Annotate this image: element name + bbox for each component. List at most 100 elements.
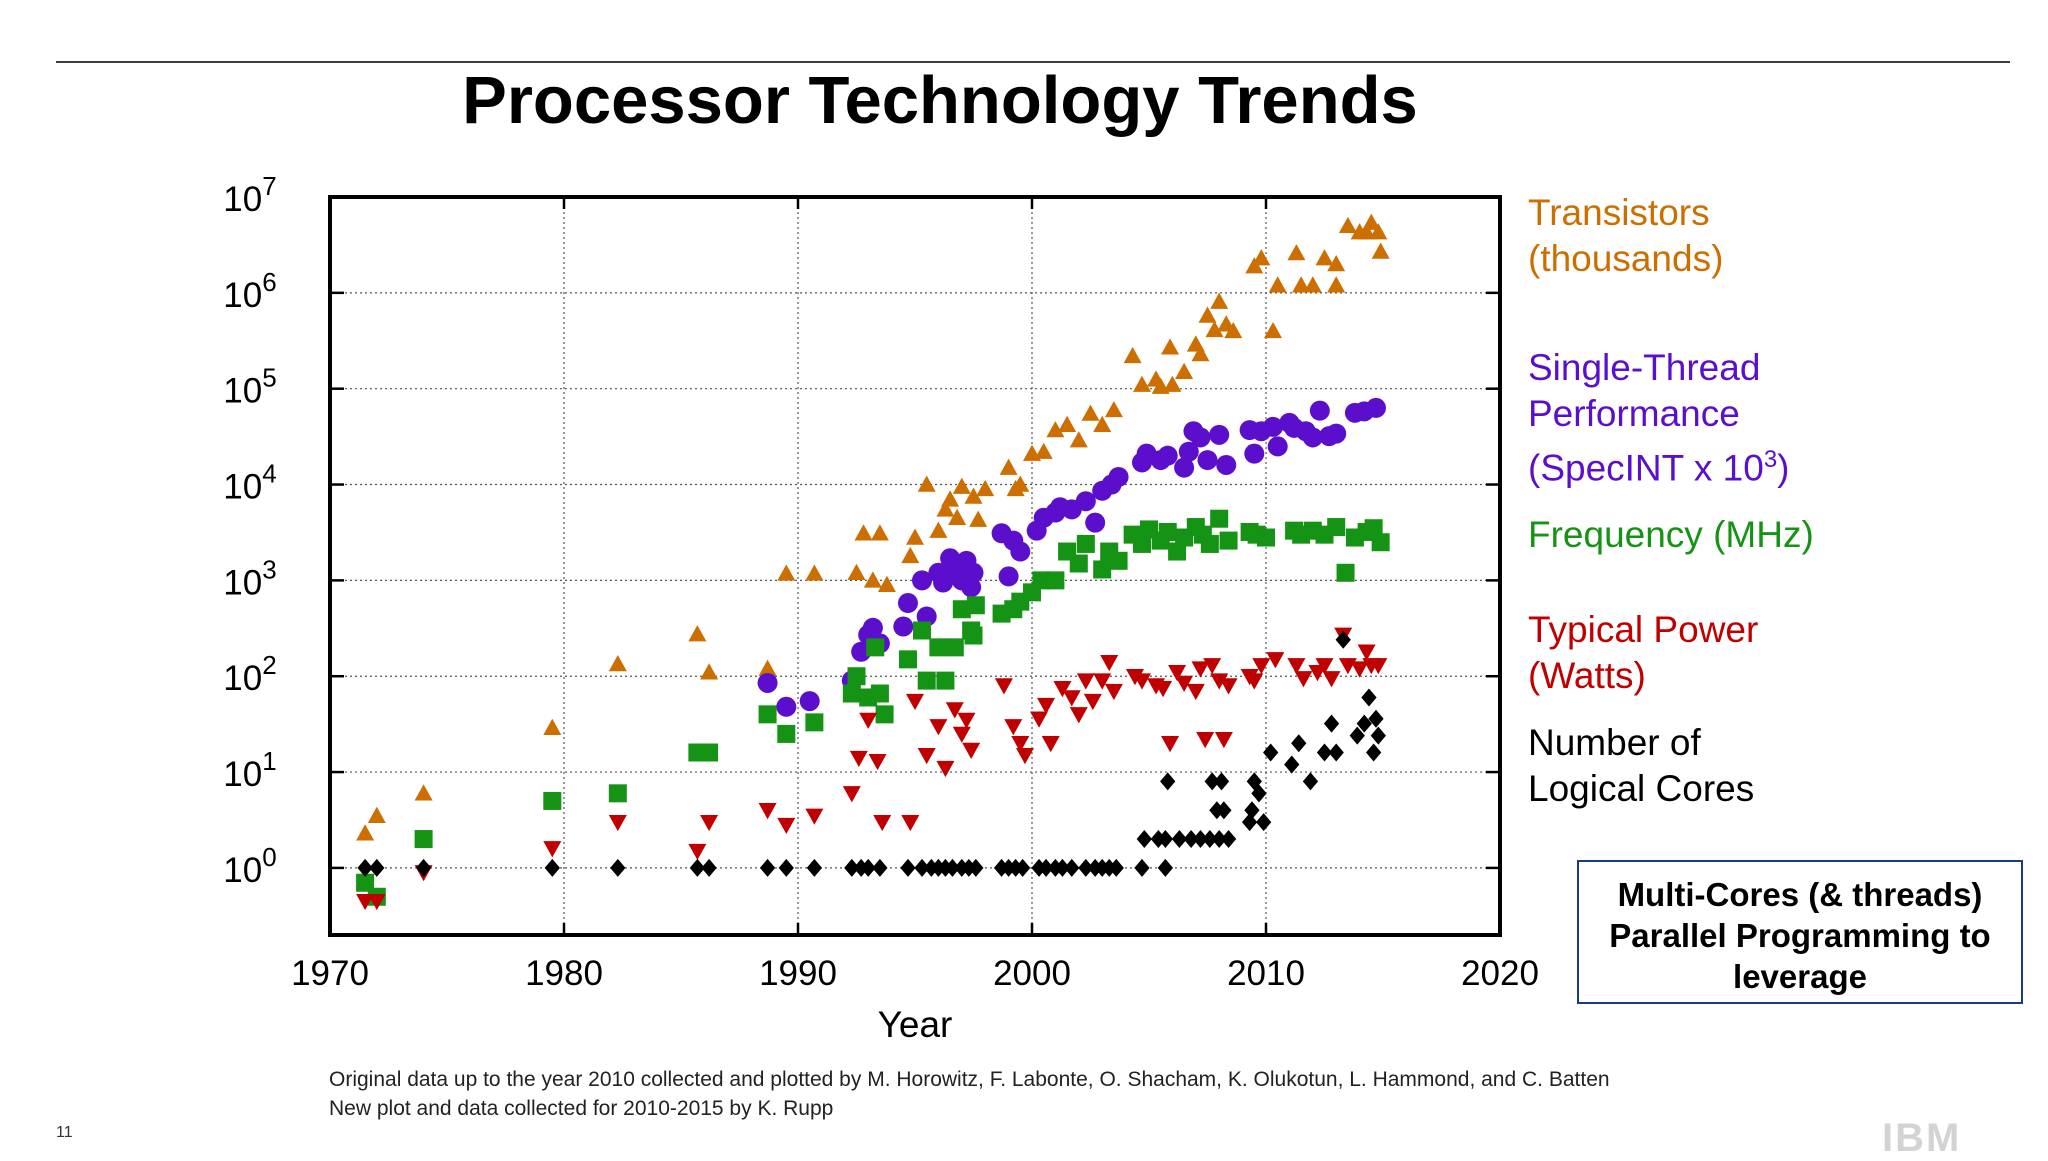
transistor-point <box>1191 345 1210 362</box>
power-point <box>994 678 1013 695</box>
cores-point <box>1370 726 1386 745</box>
credit-line-1: Original data up to the year 2010 collec… <box>329 1068 1610 1091</box>
cores-point <box>1108 858 1124 877</box>
single-thread-point <box>963 562 984 583</box>
transistor-point <box>1123 346 1142 364</box>
frequency-point <box>414 830 433 849</box>
power-point <box>1041 736 1060 753</box>
single-thread-point <box>1309 400 1330 421</box>
header-rule <box>56 61 2010 63</box>
transistor-point <box>758 659 777 676</box>
power-point <box>805 808 824 825</box>
frequency-point <box>805 713 824 732</box>
transistor-point <box>1369 223 1388 240</box>
points-layer <box>356 213 1390 911</box>
x-tick-label: 1980 <box>525 954 603 993</box>
page-number: 11 <box>56 1124 73 1141</box>
single-thread-point <box>998 566 1019 587</box>
y-tick-label: 107 <box>223 171 276 219</box>
frequency-point <box>543 791 562 810</box>
cores-point <box>914 858 930 877</box>
single-thread-point <box>799 691 820 712</box>
callout-line2: Parallel Programming to <box>1609 917 1991 954</box>
power-point <box>1245 673 1264 690</box>
cores-point <box>1216 801 1232 820</box>
transistor-point <box>1338 216 1357 234</box>
power-point <box>1196 732 1215 749</box>
legend-single-thread-line2: Performance <box>1528 393 1740 434</box>
cores-point <box>1335 630 1351 649</box>
single-thread-point <box>1263 416 1284 437</box>
cores-point <box>1368 709 1384 728</box>
power-point <box>1191 661 1210 678</box>
single-thread-point <box>1209 424 1230 445</box>
single-thread-point <box>1216 454 1237 475</box>
power-point <box>1104 683 1123 701</box>
power-point <box>1053 680 1072 698</box>
cores-point <box>369 858 385 877</box>
cores-point <box>1302 772 1319 791</box>
y-tick-label: 106 <box>223 267 276 315</box>
frequency-point <box>936 671 955 690</box>
transistor-point <box>777 564 796 581</box>
legend-single-thread-line3: (SpecINT x 103) <box>1528 437 1790 491</box>
x-tick-label: 2000 <box>993 954 1071 993</box>
plot-frame <box>328 195 1502 937</box>
power-point <box>1069 707 1088 724</box>
transistor-point <box>1287 244 1306 261</box>
cores-point <box>778 858 794 877</box>
transistor-point <box>1069 431 1088 448</box>
frequency-point <box>964 626 983 645</box>
cores-point <box>1365 743 1382 762</box>
cores-point <box>1078 858 1094 877</box>
multicore-callout-box: Multi-Cores (& threads) Parallel Program… <box>1577 860 2023 1004</box>
frequency-point <box>700 743 719 762</box>
transistor-point <box>1046 421 1065 438</box>
cores-point <box>872 858 888 877</box>
cores-point <box>944 858 961 877</box>
frequency-point <box>929 638 948 657</box>
transistor-point <box>1175 362 1194 380</box>
cores-point <box>1220 830 1237 849</box>
legend-frequency: Frequency (MHz) <box>1528 512 1814 558</box>
power-point <box>1062 690 1081 707</box>
power-point <box>1015 747 1034 765</box>
frequency-point <box>945 638 964 657</box>
y-tick-label: 105 <box>223 363 276 411</box>
transistor-point <box>1362 213 1381 230</box>
single-thread-point <box>776 696 797 717</box>
single-thread-point <box>862 617 883 638</box>
transistor-point <box>999 458 1018 475</box>
frequency-point <box>952 600 971 619</box>
power-point <box>1266 652 1285 669</box>
y-tick-label: 102 <box>223 650 276 698</box>
transistor-point <box>1104 400 1123 418</box>
power-point <box>1154 680 1173 698</box>
transistor-point <box>1163 375 1182 392</box>
single-thread-series <box>757 397 1386 717</box>
power-point <box>608 814 627 832</box>
x-tick-label: 2010 <box>1227 954 1305 993</box>
power-point <box>1186 683 1205 701</box>
power-point <box>917 747 936 765</box>
cores-point <box>701 858 717 877</box>
power-point <box>1093 673 1112 690</box>
transistor-point <box>870 524 889 541</box>
x-tick-label: 1990 <box>759 954 837 993</box>
transistor-point <box>929 521 948 538</box>
cores-point <box>1038 858 1054 877</box>
power-point <box>1161 736 1180 753</box>
power-series <box>356 627 1388 911</box>
cores-point <box>1157 830 1174 849</box>
legend-single-thread-suffix: ) <box>1777 447 1790 489</box>
transistor-point <box>688 625 707 642</box>
legend-power-line1: Typical Power <box>1528 609 1759 650</box>
cores-point <box>1263 743 1279 762</box>
power-point <box>1083 693 1102 711</box>
power-point <box>1357 644 1376 661</box>
cores-point <box>1251 784 1267 803</box>
cores-point <box>1323 714 1340 733</box>
power-point <box>859 712 878 729</box>
single-thread-point <box>1302 427 1323 448</box>
cores-point <box>1202 830 1218 849</box>
